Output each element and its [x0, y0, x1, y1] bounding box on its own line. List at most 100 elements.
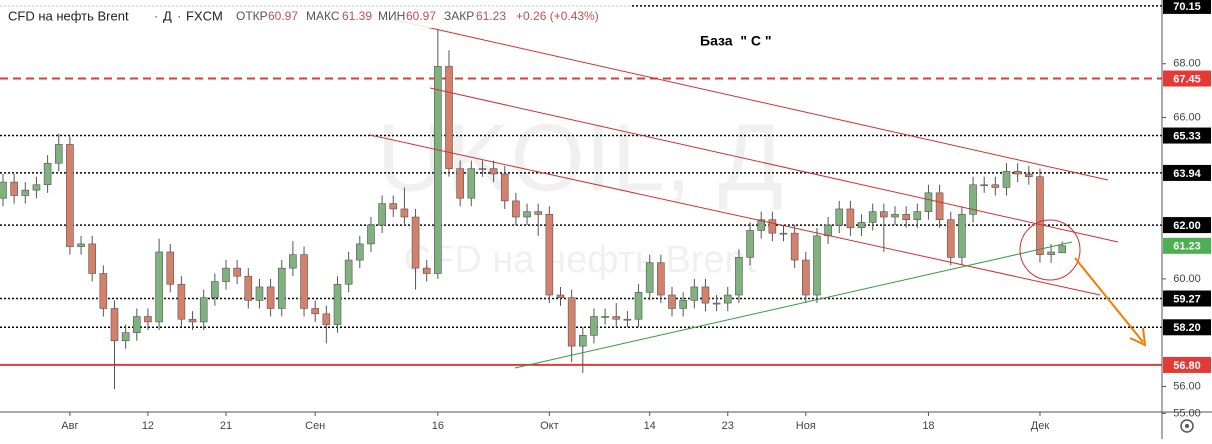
candle-body: [969, 184, 977, 215]
gear-center[interactable]: [1185, 424, 1189, 428]
candle-body: [311, 308, 320, 315]
candle-body: [712, 302, 721, 305]
level-label: 65.33: [1173, 130, 1201, 142]
candle-body: [813, 235, 821, 296]
candle-body: [43, 162, 52, 186]
gear[interactable]: [1180, 419, 1194, 433]
low-value: 60.97: [406, 9, 436, 23]
candle-body: [701, 286, 710, 304]
candle-body: [10, 181, 18, 196]
axes: 55.00 56.00 60.00 66.00 68.00 70.15 67.45 65.33…: [61, 0, 1211, 432]
level-label-bg: [1163, 70, 1211, 87]
level-label-bg: [1163, 127, 1211, 144]
candle-body: [634, 292, 643, 320]
level-label: 58.20: [1173, 322, 1201, 334]
x-tick-label: Авг: [61, 420, 78, 432]
candle-body: [300, 254, 308, 309]
level-label: 70.15: [1173, 1, 1201, 13]
candle-body: [456, 168, 464, 199]
candle-body: [512, 200, 520, 218]
candle-body: [66, 144, 74, 247]
candle-body: [1013, 171, 1022, 175]
candle-body: [623, 318, 632, 321]
candle-body: [155, 251, 163, 323]
y-tick-label: 68.00: [1173, 58, 1201, 70]
candle-body: [434, 66, 442, 274]
candle-body: [757, 219, 766, 231]
close-value: 61.23: [476, 9, 506, 23]
close-label: ЗАКР: [444, 9, 474, 23]
annotation: База " С ": [700, 33, 772, 49]
candle-body: [946, 219, 955, 258]
candle-body: [422, 267, 431, 274]
candle-body: [411, 216, 420, 269]
open-label: ОТКР: [236, 9, 268, 23]
candle-body: [645, 262, 654, 293]
candle-body: [913, 211, 922, 221]
x-tick-label: 12: [142, 420, 154, 432]
candle-body: [779, 232, 788, 235]
candle-body: [177, 283, 186, 320]
channel-line: [394, 19, 1109, 181]
watermark-ticker: UKOIL, Д: [377, 104, 783, 211]
candle-body: [668, 294, 676, 309]
candle-body: [32, 184, 41, 191]
candle-body: [891, 214, 899, 218]
candle-body: [478, 168, 487, 170]
candle-body: [378, 203, 386, 226]
y-tick-label: 60.00: [1173, 273, 1201, 285]
candle-body: [980, 184, 989, 187]
candle-body: [935, 192, 944, 221]
candle-body: [77, 243, 85, 247]
candle-body: [690, 286, 699, 301]
separator: ·: [154, 8, 158, 23]
candle-body: [545, 214, 554, 296]
interval: Д: [163, 8, 172, 23]
highlight-circle: [1019, 219, 1081, 281]
x-tick-label: Сен: [305, 420, 325, 432]
x-tick-label: Дек: [1031, 420, 1050, 432]
candle-body: [612, 316, 621, 320]
candle-body: [768, 219, 777, 234]
last-price-bg: [1163, 237, 1211, 254]
header: CFD на нефть Brent · Д · FXCM ОТКР 60.97…: [0, 4, 630, 28]
candle-body: [277, 267, 286, 309]
candle-body: [868, 211, 877, 223]
candle-body: [222, 267, 230, 282]
high-value: 61.39: [342, 9, 372, 23]
channel-line: [369, 134, 1101, 296]
candle-body: [244, 275, 253, 301]
candle-body: [467, 168, 476, 199]
open-value: 60.97: [268, 9, 298, 23]
candle-body: [99, 273, 108, 309]
candle-body: [991, 184, 1000, 188]
high-label: МАКС: [306, 9, 340, 23]
settings-icon[interactable]: [1180, 419, 1194, 433]
arrow-head: [1129, 327, 1147, 347]
candle-body: [255, 286, 264, 301]
x-tick-label: 16: [432, 420, 444, 432]
candle-body: [556, 294, 565, 299]
candles: [0, 28, 1067, 390]
x-tick-label: 23: [722, 420, 734, 432]
level-label-bg: [1163, 164, 1211, 181]
candle-body: [199, 297, 208, 323]
forecast-arrow: [1074, 257, 1144, 343]
candle-body: [534, 211, 543, 215]
candle-body: [266, 286, 275, 309]
candle-body: [121, 332, 130, 342]
candle-body: [601, 316, 609, 318]
candle-body: [133, 316, 141, 333]
candle-body: [790, 232, 799, 261]
level-label-bg: [1163, 217, 1211, 234]
level-label: 63.94: [1173, 168, 1201, 180]
candle-body: [679, 300, 687, 309]
level-label-bg: [1163, 0, 1211, 14]
candle-body: [400, 208, 409, 218]
candle-body: [880, 211, 888, 218]
low-label: МИН: [378, 9, 405, 23]
level-label-bg: [1163, 356, 1211, 373]
candle-body: [445, 66, 453, 169]
